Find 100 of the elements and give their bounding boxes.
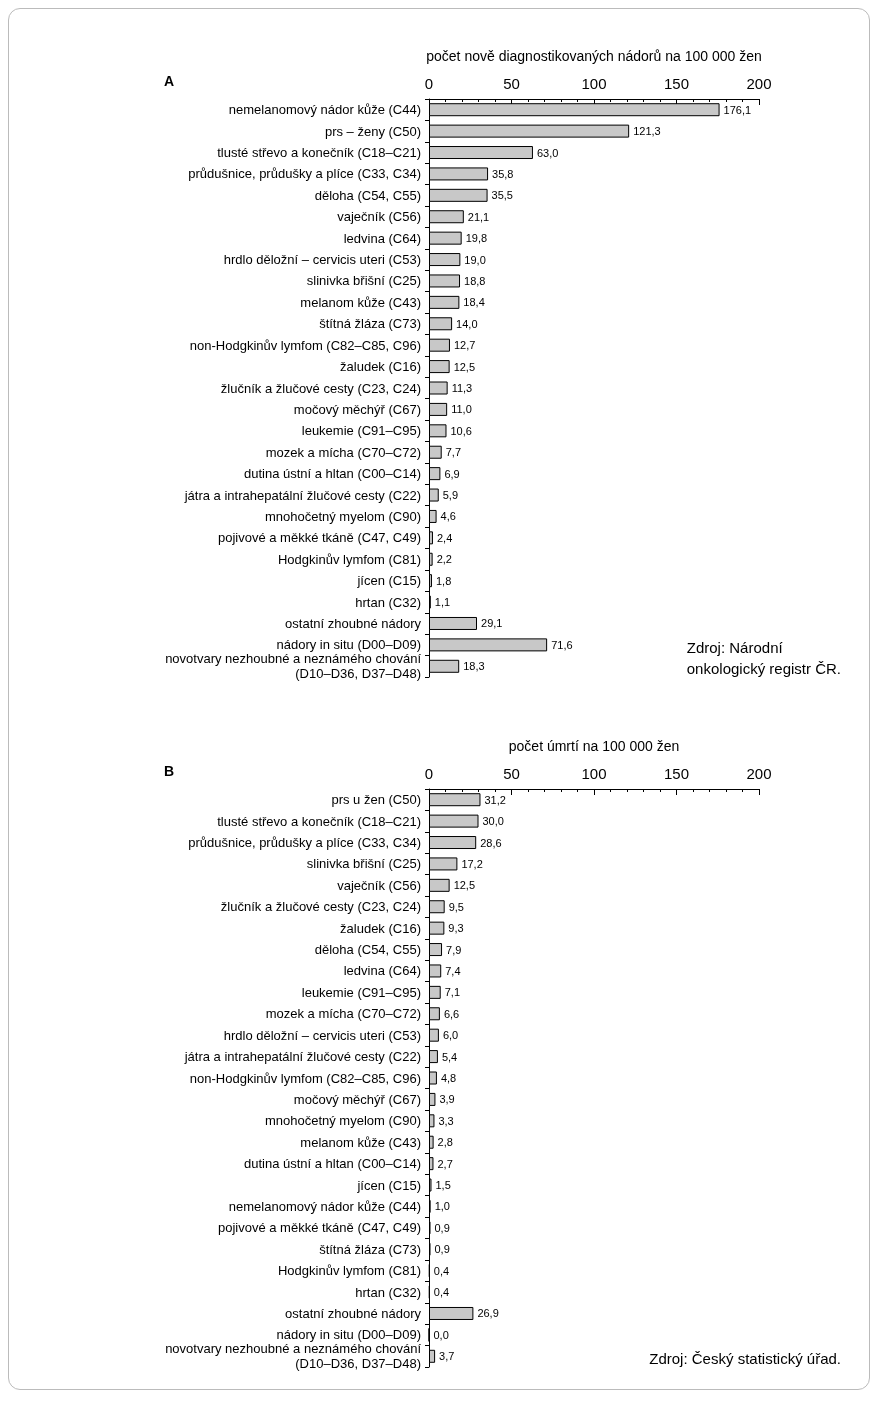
data-label: 3,7 (439, 1350, 455, 1363)
y-tick-label: nádory in situ (D00–D09) (276, 1327, 421, 1343)
data-label: 71,6 (551, 638, 573, 651)
data-label: 7,7 (445, 446, 461, 459)
y-tick-label: nemelanomový nádor kůže (C44) (228, 1198, 421, 1214)
y-tick-label: slinivka břišní (C25) (306, 273, 421, 289)
x-tick-label: 50 (503, 765, 520, 782)
data-label: 0,9 (434, 1221, 450, 1234)
y-tick-label: žaludek (C16) (340, 359, 421, 375)
data-label: 19,0 (464, 253, 486, 266)
data-label: 2,2 (436, 553, 452, 566)
data-label: 26,9 (477, 1307, 499, 1320)
data-label: 11,0 (451, 403, 472, 416)
y-tick-label: nádory in situ (D00–D09) (276, 637, 421, 653)
x-tick-label: 0 (424, 765, 434, 782)
y-tick-label: hrdlo děložní – cervicis uteri (C53) (223, 252, 421, 268)
data-label: 12,5 (453, 879, 476, 892)
x-tick-label: 200 (746, 765, 772, 782)
y-tick-label: ledvina (C64) (343, 963, 421, 979)
annotation: Zdroj: Národní onkologický registr ČR. (686, 639, 841, 677)
y-tick-label: hrtan (C32) (355, 1284, 421, 1300)
data-label: 35,5 (491, 189, 513, 202)
y-tick-label: slinivka břišní (C25) (306, 856, 421, 872)
y-tick-label: mozek a mícha (C70–C72) (265, 444, 421, 460)
data-label: 0,0 (433, 1328, 449, 1341)
y-tick-label: dutina ústní a hltan (C00–C14) (243, 1156, 421, 1172)
data-label: 1,8 (435, 574, 452, 587)
data-label: 1,0 (434, 1200, 450, 1213)
y-tick-label: tlusté střevo a konečník (C18–C21) (217, 145, 421, 161)
data-label: 6,9 (444, 467, 460, 480)
data-label: 176,1 (723, 103, 752, 116)
data-label: 3,9 (439, 1093, 455, 1106)
y-tick-label: hrtan (C32) (355, 594, 421, 610)
y-tick-label: jícen (C15) (356, 573, 421, 589)
data-label: 121,3 (633, 125, 661, 138)
y-tick-label: játra a intrahepatální žlučové cesty (C22) (183, 1049, 421, 1065)
data-label: 12,5 (453, 360, 476, 373)
y-tick-label: mnohočetný myelom (C90) (264, 1113, 421, 1129)
y-tick-label: štítná žláza (C73) (319, 1241, 421, 1257)
data-label: 0,4 (433, 1264, 450, 1277)
y-tick-label: hrdlo děložní – cervicis uteri (C53) (223, 1027, 421, 1043)
y-tick-label: žlučník a žlučové cesty (C23, C24) (220, 899, 421, 915)
y-tick-label: prs u žen (C50) (331, 792, 421, 808)
x-tick-label: 200 (746, 75, 772, 92)
y-tick-label: mozek a mícha (C70–C72) (265, 1006, 421, 1022)
y-tick-label: melanom kůže (C43) (300, 294, 421, 310)
data-label: 29,1 (481, 617, 503, 630)
y-tick-label: močový měchýř (C67) (293, 1091, 421, 1107)
x-tick-label: 100 (581, 75, 607, 92)
data-label: 3,3 (438, 1114, 454, 1127)
y-tick-label: močový měchýř (C67) (293, 401, 421, 417)
y-tick-label: non-Hodgkinův lymfom (C82–C85, C96) (189, 1070, 421, 1086)
annotation: Zdroj: Český statistický úřad. (649, 1350, 841, 1367)
data-label: 18,3 (463, 660, 485, 673)
data-label: 12,7 (453, 339, 476, 352)
y-tick-label: pojivové a měkké tkáně (C47, C49) (217, 530, 421, 546)
data-label: 35,8 (492, 167, 514, 180)
y-tick-label: vaječník (C56) (337, 877, 421, 893)
y-tick-label: leukemie (C91–C95) (301, 984, 421, 1000)
y-tick-label: děloha (C54, C55) (314, 187, 421, 203)
y-tick-label: jícen (C15) (356, 1177, 421, 1193)
data-label: 4,6 (440, 510, 456, 523)
y-tick-label: ostatní zhoubné nádory (285, 615, 422, 631)
data-label: 2,8 (437, 1136, 453, 1149)
y-tick-label: prs – ženy (C50) (324, 123, 421, 139)
y-tick-label: játra a intrahepatální žlučové cesty (C22) (183, 487, 421, 503)
y-tick-label: vaječník (C56) (337, 209, 421, 225)
y-tick-label: žlučník a žlučové cesty (C23, C24) (220, 380, 421, 396)
y-tick-label: průdušnice, průdušky a plíce (C33, C34) (188, 835, 421, 851)
data-label: 2,4 (436, 531, 453, 544)
y-tick-label: melanom kůže (C43) (300, 1134, 421, 1150)
x-tick-label: 150 (663, 765, 690, 782)
data-label: 21,1 (467, 210, 490, 223)
text: A (164, 73, 175, 89)
data-label: 10,6 (450, 424, 472, 437)
y-tick-label: ledvina (C64) (343, 230, 421, 246)
data-label: 18,4 (463, 296, 485, 309)
text: B (164, 763, 175, 779)
data-label: 5,9 (442, 489, 459, 502)
data-label: 18,8 (464, 274, 486, 287)
y-tick-label: non-Hodgkinův lymfom (C82–C85, C96) (189, 337, 421, 353)
y-tick-label: ostatní zhoubné nádory (285, 1305, 422, 1321)
data-label: 31,2 (484, 793, 506, 806)
x-tick-label: 50 (503, 75, 520, 92)
data-label: 9,3 (448, 922, 464, 935)
data-label: 7,9 (446, 943, 462, 956)
x-tick-label: 100 (581, 765, 607, 782)
x-tick-label: 0 (424, 75, 434, 92)
y-tick-label: štítná žláza (C73) (319, 316, 421, 332)
y-tick-label: mnohočetný myelom (C90) (264, 508, 421, 524)
data-label: 30,0 (482, 815, 504, 828)
y-tick-label: děloha (C54, C55) (314, 942, 421, 958)
data-label: 4,8 (440, 1072, 457, 1084)
data-label: 0,9 (434, 1243, 450, 1256)
y-tick-label: dutina ústní a hltan (C00–C14) (243, 466, 421, 482)
data-label: 7,1 (444, 986, 461, 999)
data-label: 11,3 (451, 382, 473, 394)
data-label: 6,6 (443, 1007, 460, 1020)
data-label: 17,2 (461, 857, 483, 870)
data-label: 5,4 (441, 1050, 458, 1063)
